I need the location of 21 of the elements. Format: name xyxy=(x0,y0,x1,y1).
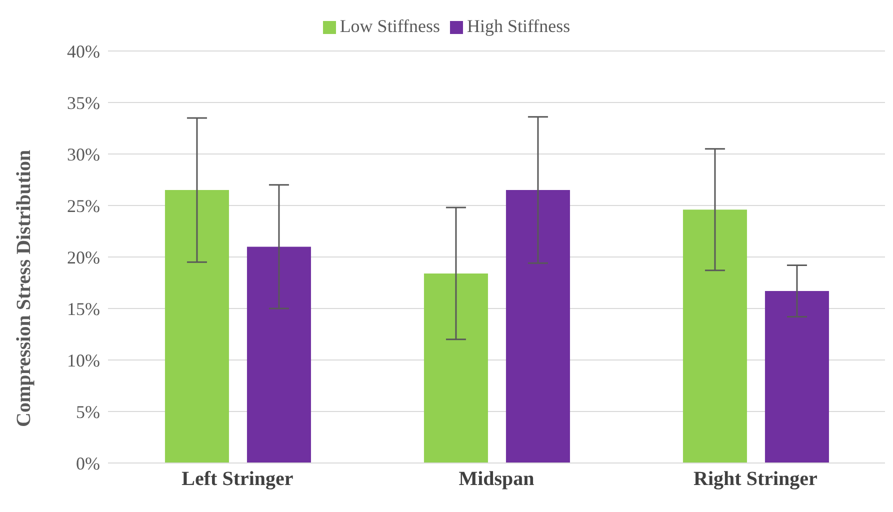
y-tick-label: 35% xyxy=(67,92,100,113)
legend-label: High Stiffness xyxy=(466,16,570,36)
y-tick-label: 0% xyxy=(76,453,100,474)
x-tick-label: Right Stringer xyxy=(694,468,818,490)
y-tick-label: 10% xyxy=(67,350,100,370)
bar xyxy=(682,210,747,463)
legend-label: Low Stiffness xyxy=(340,16,440,36)
y-tick-label: 25% xyxy=(67,196,100,216)
y-tick-label: 5% xyxy=(76,402,100,422)
bar xyxy=(764,290,829,463)
x-tick-label: Left Stringer xyxy=(182,468,294,490)
bar xyxy=(246,246,311,463)
bar xyxy=(506,190,570,463)
y-tick-label: 40% xyxy=(67,41,100,62)
y-tick-label: 30% xyxy=(67,144,100,164)
bar xyxy=(424,273,488,463)
bar xyxy=(164,190,229,463)
y-tick-label: 20% xyxy=(67,247,100,268)
y-tick-label: 15% xyxy=(67,298,100,319)
x-tick-label: Midspan xyxy=(458,468,534,490)
y-axis-title: Compression Stress Distribution xyxy=(13,150,36,427)
